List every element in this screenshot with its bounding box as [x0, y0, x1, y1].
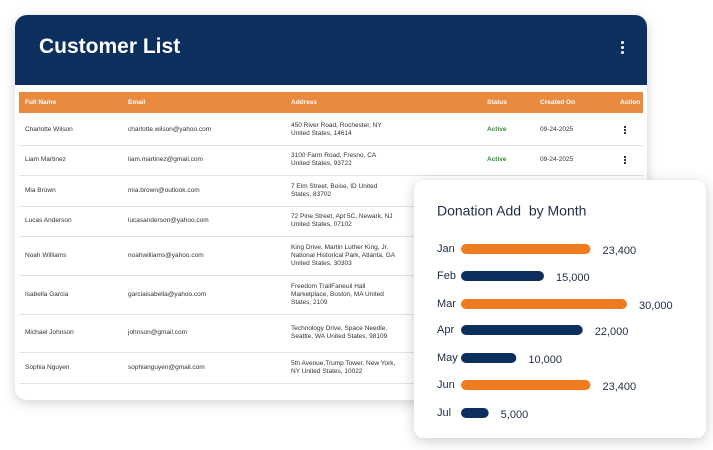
- table-cell: 7 Elm Street, Boise, ID United States, 8…: [291, 182, 378, 198]
- table-cell: Noah Williams: [25, 251, 67, 259]
- table-cell: Freedom TrailFaneuil Hall Marketplace, B…: [291, 282, 384, 306]
- value-label: 30,000: [639, 300, 673, 312]
- chart-title: Donation Add by Month: [437, 203, 586, 219]
- table-cell: Liam Martinez: [25, 156, 66, 163]
- table-cell: 72 Pine Street, Apt 5C, Newark, NJ Unite…: [291, 213, 393, 228]
- table-cell: liam.martinez@gmail.com: [128, 156, 203, 163]
- bar: [461, 408, 489, 418]
- value-label: 23,400: [602, 245, 636, 257]
- category-label: Jan: [437, 243, 455, 255]
- card-header: Customer List: [15, 15, 647, 85]
- category-label: Mar: [437, 298, 456, 310]
- table-cell: noahwilliams@yahoo.com: [128, 251, 204, 259]
- column-header: Full Name: [25, 99, 57, 106]
- bar: [461, 380, 591, 390]
- category-label: Jun: [437, 379, 455, 391]
- category-label: Apr: [437, 324, 454, 336]
- table-cell: King Drive, Martin Luther King, Jr. Nati…: [291, 243, 395, 267]
- table-cell: 5th Avenue,Trump Tower, New York, NY Uni…: [291, 359, 396, 375]
- bar: [461, 353, 517, 363]
- bar: [461, 325, 583, 335]
- table-cell: 3100 Farm Road, Fresno, CA United States…: [291, 152, 376, 167]
- column-header: Address: [291, 99, 318, 106]
- row-action-button[interactable]: [624, 125, 626, 135]
- bar: [461, 271, 544, 281]
- chart-card: Donation Add by Month Jan 23,400 Feb 15,000…: [414, 180, 706, 438]
- column-header: Created On: [540, 99, 576, 106]
- column-header: Status: [487, 99, 507, 106]
- row-action-button[interactable]: [624, 156, 626, 165]
- table-cell: Lucas Anderson: [25, 217, 72, 224]
- table-cell: Charlotte Wilson: [25, 125, 73, 133]
- menu-button[interactable]: [621, 41, 625, 56]
- table-cell: sophianguyen@gmail.com: [128, 363, 205, 371]
- table-cell: charlotte.wilson@yahoo.com: [128, 125, 212, 133]
- category-label: May: [437, 352, 458, 364]
- table-cell: Sophia Nguyen: [25, 363, 70, 371]
- table-cell: 09-24-2025: [540, 125, 574, 133]
- table-cell: Michael Johnson: [25, 329, 74, 336]
- bar: [461, 299, 627, 309]
- chart: Donation Add by Month Jan 23,400 Feb 15,000…: [437, 203, 673, 421]
- category-label: Jul: [437, 407, 451, 419]
- table-cell: johnson@gmail.com: [128, 329, 187, 336]
- value-label: 5,000: [501, 409, 529, 421]
- table-header: Full Name Email Address Status Created On Act…: [19, 92, 643, 113]
- value-label: 23,400: [602, 381, 636, 393]
- card-title: Customer List: [39, 35, 181, 58]
- table-row: Charlotte Wilson charlotte.wilson@yahoo.c…: [19, 114, 643, 146]
- table-cell: lucasanderson@yahoo.com: [128, 217, 209, 224]
- value-label: 15,000: [556, 272, 590, 284]
- table-cell: garciaisabella@yahoo.com: [128, 290, 207, 298]
- table-row: Liam Martinez liam.martinez@gmail.com 3100…: [19, 145, 643, 176]
- table-cell: Technology Drive, Space Needle, Seattle,…: [291, 325, 388, 340]
- table-cell: 450 River Road, Rochester, NY United Sta…: [291, 121, 382, 137]
- table-cell: Active: [487, 125, 507, 133]
- table-cell: Mia Brown: [25, 186, 56, 194]
- value-label: 10,000: [528, 354, 562, 366]
- table-cell: 09-24-2025: [540, 156, 574, 163]
- column-header: Action: [620, 99, 641, 106]
- column-header: Email: [128, 99, 146, 106]
- value-label: 22,000: [595, 326, 629, 338]
- category-label: Feb: [437, 270, 456, 282]
- table-cell: Isabella Garcia: [25, 290, 69, 298]
- table-cell: mia.brown@outlook.com: [128, 186, 200, 194]
- bar: [461, 244, 591, 254]
- table-cell: Active: [487, 156, 507, 163]
